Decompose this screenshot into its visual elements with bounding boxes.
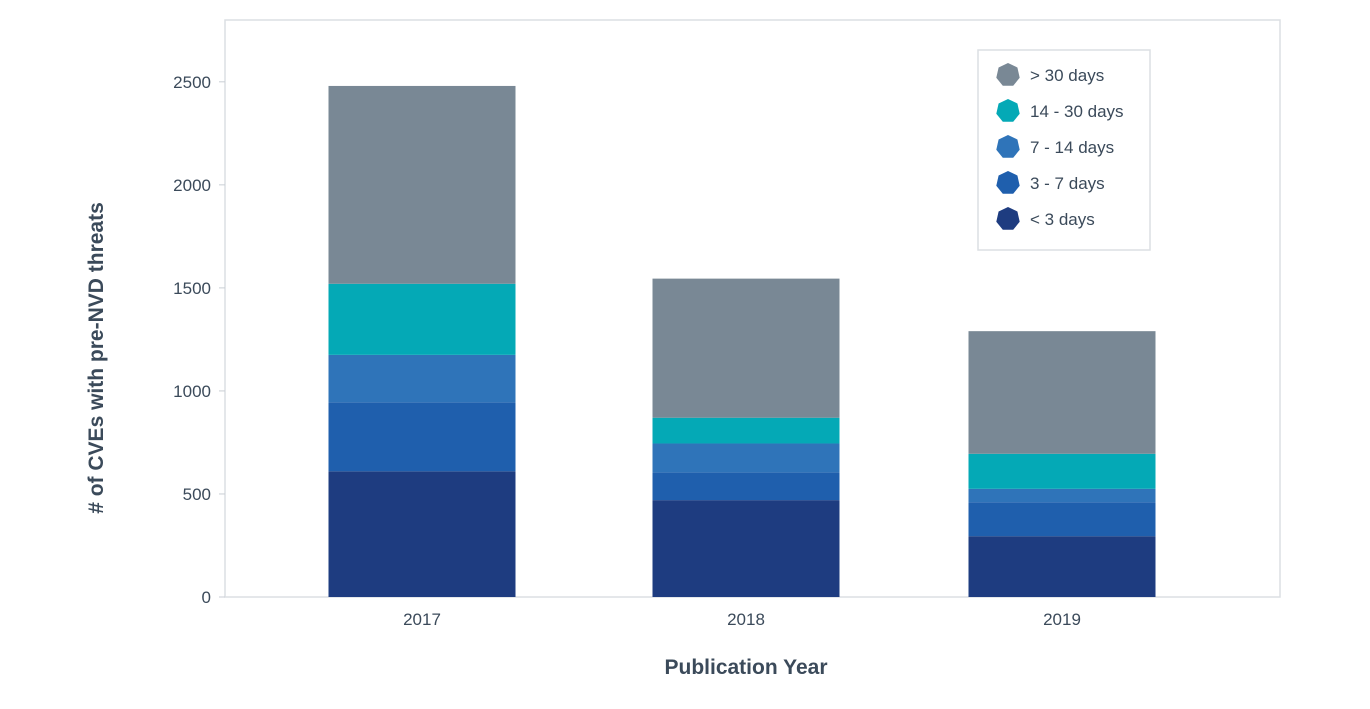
bar-segment xyxy=(328,471,516,597)
bar-segment xyxy=(652,443,840,473)
y-tick-label: 2000 xyxy=(173,176,211,195)
bar-segment xyxy=(968,502,1156,537)
bar-segment xyxy=(328,283,516,355)
y-tick-label: 0 xyxy=(202,588,211,607)
legend-swatch xyxy=(996,63,1020,86)
y-axis-title: # of CVEs with pre-NVD threats xyxy=(85,202,108,514)
legend-swatch xyxy=(996,207,1020,230)
bar-segment xyxy=(328,402,516,472)
bar-segment xyxy=(652,472,840,501)
y-tick-label: 1000 xyxy=(173,382,211,401)
bar-segment xyxy=(968,488,1156,503)
legend-label: 14 - 30 days xyxy=(1030,102,1124,121)
bar-segment xyxy=(328,354,516,403)
y-tick-label: 1500 xyxy=(173,279,211,298)
legend: > 30 days 14 - 30 days 7 - 14 days 3 - 7 da… xyxy=(977,49,1151,251)
legend-label: > 30 days xyxy=(1030,66,1104,85)
bar-segment xyxy=(328,85,516,284)
bar-segment xyxy=(652,417,840,444)
legend-label: < 3 days xyxy=(1030,210,1095,229)
x-tick-label: 2017 xyxy=(403,610,441,629)
x-tick-label: 2018 xyxy=(727,610,765,629)
legend-swatch xyxy=(996,135,1020,158)
legend-label: 7 - 14 days xyxy=(1030,138,1114,157)
bars-layer xyxy=(328,85,1156,597)
legend-swatch xyxy=(996,99,1020,122)
bar-segment xyxy=(652,500,840,597)
legend-swatch xyxy=(996,171,1020,194)
y-tick-label: 2500 xyxy=(173,73,211,92)
legend-label: 3 - 7 days xyxy=(1030,174,1105,193)
x-axis-ticks: 2017 2018 2019 xyxy=(403,610,1081,629)
bar-segment xyxy=(968,453,1156,489)
x-axis-title: Publication Year xyxy=(664,656,827,679)
bar-segment xyxy=(968,331,1156,454)
bar-segment xyxy=(968,536,1156,597)
bar-segment xyxy=(652,278,840,418)
x-tick-label: 2019 xyxy=(1043,610,1081,629)
y-axis-ticks: 0 500 1000 1500 2000 2500 xyxy=(173,73,225,607)
y-tick-label: 500 xyxy=(183,485,211,504)
